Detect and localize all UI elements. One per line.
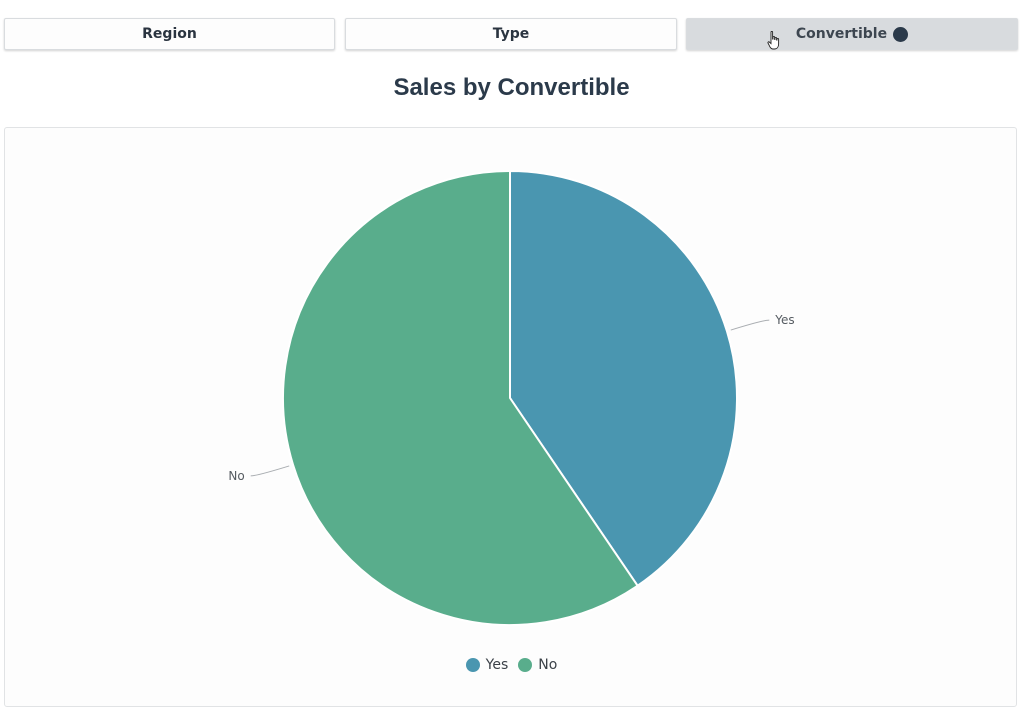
pie-slice-no[interactable] [282, 169, 639, 626]
tab-region-label: Region [142, 26, 197, 42]
legend-swatch-yes [465, 658, 480, 672]
legend-label-no: No [538, 657, 558, 673]
active-indicator-dot [893, 26, 909, 42]
chart-legend: Yes No [0, 657, 1023, 673]
legend-item-no[interactable]: No [518, 657, 557, 673]
legend-item-yes[interactable]: Yes [465, 657, 509, 673]
tab-type[interactable]: Type [345, 18, 677, 50]
tab-bar: Region Type Convertible [4, 18, 1018, 52]
legend-swatch-no [518, 658, 533, 672]
leader-line-yes [730, 319, 770, 331]
slice-label-no: No [228, 469, 244, 483]
slice-label-yes: Yes [774, 313, 794, 327]
leader-line-no [250, 465, 290, 477]
pie-slice-yes[interactable] [509, 169, 738, 588]
tab-type-label: Type [492, 26, 530, 42]
tab-region[interactable]: Region [4, 18, 335, 50]
chart-title: Sales by Convertible [393, 74, 630, 101]
tab-convertible[interactable]: Convertible [686, 18, 1018, 50]
legend-label-yes: Yes [485, 657, 509, 673]
hand-cursor-icon [767, 31, 780, 50]
tab-convertible-label: Convertible [795, 26, 888, 42]
